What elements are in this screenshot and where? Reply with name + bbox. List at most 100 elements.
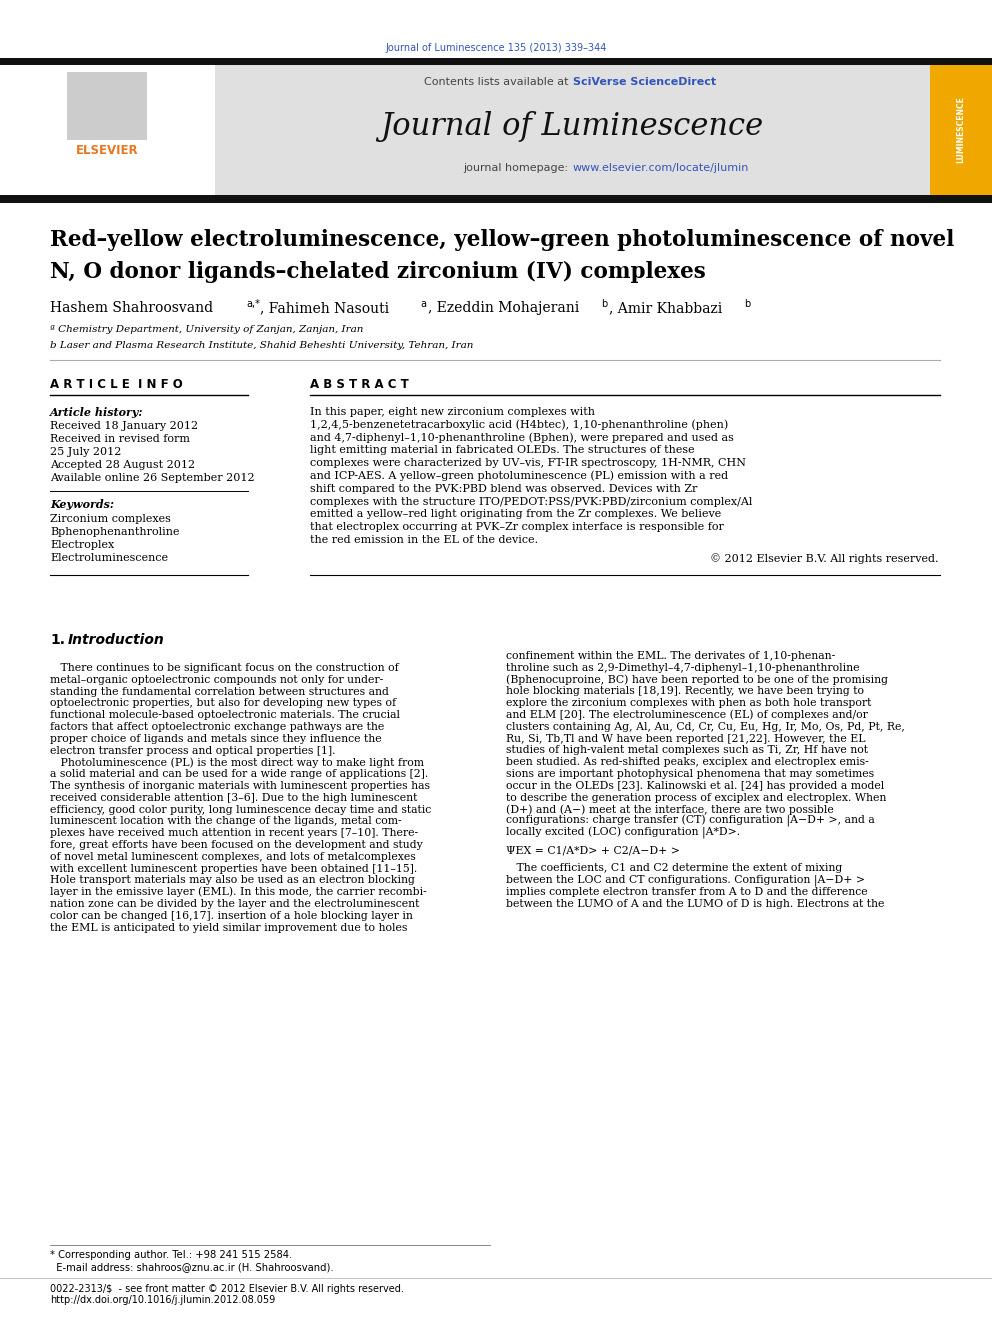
Text: SciVerse ScienceDirect: SciVerse ScienceDirect: [573, 77, 716, 87]
Text: a: a: [420, 299, 426, 310]
Text: plexes have received much attention in recent years [7–10]. There-: plexes have received much attention in r…: [50, 828, 418, 839]
Text: fore, great efforts have been focused on the development and study: fore, great efforts have been focused on…: [50, 840, 423, 849]
Text: Journal of Luminescence: Journal of Luminescence: [381, 111, 764, 143]
Text: Introduction: Introduction: [68, 632, 165, 647]
Text: ª Chemistry Department, University of Zanjan, Zanjan, Iran: ª Chemistry Department, University of Za…: [50, 325, 363, 335]
Text: www.elsevier.com/locate/jlumin: www.elsevier.com/locate/jlumin: [573, 163, 749, 173]
Text: that electroplex occurring at PVK–Zr complex interface is responsible for: that electroplex occurring at PVK–Zr com…: [310, 523, 724, 532]
Bar: [0, 65, 215, 194]
Text: to describe the generation process of exciplex and electroplex. When: to describe the generation process of ex…: [506, 792, 887, 803]
Text: 1.: 1.: [50, 632, 65, 647]
Text: , Ezeddin Mohajerani: , Ezeddin Mohajerani: [428, 302, 579, 315]
Text: occur in the OLEDs [23]. Kalinowski et al. [24] has provided a model: occur in the OLEDs [23]. Kalinowski et a…: [506, 781, 884, 791]
Text: color can be changed [16,17]. insertion of a hole blocking layer in: color can be changed [16,17]. insertion …: [50, 910, 413, 921]
Text: A R T I C L E  I N F O: A R T I C L E I N F O: [50, 378, 183, 392]
Text: efficiency, good color purity, long luminescence decay time and static: efficiency, good color purity, long lumi…: [50, 804, 432, 815]
Text: hole blocking materials [18,19]. Recently, we have been trying to: hole blocking materials [18,19]. Recentl…: [506, 687, 864, 696]
Text: Photoluminescence (PL) is the most direct way to make light from: Photoluminescence (PL) is the most direc…: [50, 757, 424, 767]
Text: Zirconium complexes: Zirconium complexes: [50, 515, 171, 524]
Text: studies of high-valent metal complexes such as Ti, Zr, Hf have not: studies of high-valent metal complexes s…: [506, 745, 868, 755]
Text: light emitting material in fabricated OLEDs. The structures of these: light emitting material in fabricated OL…: [310, 446, 694, 455]
Text: Keywords:: Keywords:: [50, 500, 114, 511]
Text: Received in revised form: Received in revised form: [50, 434, 190, 445]
Text: implies complete electron transfer from A to D and the difference: implies complete electron transfer from …: [506, 886, 868, 897]
Text: and ICP-AES. A yellow–green photoluminescence (PL) emission with a red: and ICP-AES. A yellow–green photolumines…: [310, 471, 728, 482]
Text: between the LUMO of A and the LUMO of D is high. Electrons at the: between the LUMO of A and the LUMO of D …: [506, 898, 885, 909]
Text: complexes with the structure ITO/PEDOT:PSS/PVK:PBD/zirconium complex/Al: complexes with the structure ITO/PEDOT:P…: [310, 496, 752, 507]
Text: Red–yellow electroluminescence, yellow–green photoluminescence of novel: Red–yellow electroluminescence, yellow–g…: [50, 229, 954, 251]
Text: proper choice of ligands and metals since they influence the: proper choice of ligands and metals sinc…: [50, 734, 382, 744]
Text: with excellent luminescent properties have been obtained [11–15].: with excellent luminescent properties ha…: [50, 864, 418, 873]
Text: * Corresponding author. Tel.: +98 241 515 2584.: * Corresponding author. Tel.: +98 241 51…: [50, 1250, 293, 1259]
Text: (Bphenocuproine, BC) have been reported to be one of the promising: (Bphenocuproine, BC) have been reported …: [506, 675, 888, 685]
Text: sions are important photophysical phenomena that may sometimes: sions are important photophysical phenom…: [506, 769, 874, 779]
Text: The coefficients, C1 and C2 determine the extent of mixing: The coefficients, C1 and C2 determine th…: [506, 864, 842, 873]
Text: Hole transport materials may also be used as an electron blocking: Hole transport materials may also be use…: [50, 876, 415, 885]
Text: and ELM [20]. The electroluminescence (EL) of complexes and/or: and ELM [20]. The electroluminescence (E…: [506, 709, 868, 720]
Text: emitted a yellow–red light originating from the Zr complexes. We believe: emitted a yellow–red light originating f…: [310, 509, 721, 520]
Text: 25 July 2012: 25 July 2012: [50, 447, 121, 456]
Bar: [930, 65, 992, 194]
Text: explore the zirconium complexes with phen as both hole transport: explore the zirconium complexes with phe…: [506, 699, 871, 708]
Text: ΨEX = C1/A*D> + C2/A−D+ >: ΨEX = C1/A*D> + C2/A−D+ >: [506, 845, 680, 856]
Text: b Laser and Plasma Research Institute, Shahid Beheshti University, Tehran, Iran: b Laser and Plasma Research Institute, S…: [50, 340, 473, 349]
Text: the EML is anticipated to yield similar improvement due to holes: the EML is anticipated to yield similar …: [50, 922, 408, 933]
Text: 1,2,4,5-benzenetetracarboxylic acid (H4btec), 1,10-phenanthroline (phen): 1,2,4,5-benzenetetracarboxylic acid (H4b…: [310, 419, 728, 430]
Text: electron transfer process and optical properties [1].: electron transfer process and optical pr…: [50, 746, 335, 755]
Text: layer in the emissive layer (EML). In this mode, the carrier recombi-: layer in the emissive layer (EML). In th…: [50, 886, 427, 897]
Text: been studied. As red-shifted peaks, exciplex and electroplex emis-: been studied. As red-shifted peaks, exci…: [506, 757, 869, 767]
Text: Electroplex: Electroplex: [50, 540, 114, 550]
Text: Electroluminescence: Electroluminescence: [50, 553, 168, 564]
Bar: [0, 194, 992, 202]
Text: Hashem Shahroosvand: Hashem Shahroosvand: [50, 302, 213, 315]
Text: A B S T R A C T: A B S T R A C T: [310, 378, 409, 392]
Text: optoelectronic properties, but also for developing new types of: optoelectronic properties, but also for …: [50, 699, 396, 708]
Text: There continues to be significant focus on the construction of: There continues to be significant focus …: [50, 663, 399, 673]
Text: a,*: a,*: [246, 299, 260, 310]
Text: In this paper, eight new zirconium complexes with: In this paper, eight new zirconium compl…: [310, 407, 595, 417]
Text: confinement within the EML. The derivates of 1,10-phenan-: confinement within the EML. The derivate…: [506, 651, 835, 662]
Text: , Amir Khabbazi: , Amir Khabbazi: [609, 302, 722, 315]
Text: configurations: charge transfer (CT) configuration |A−D+ >, and a: configurations: charge transfer (CT) con…: [506, 815, 875, 827]
Text: the red emission in the EL of the device.: the red emission in the EL of the device…: [310, 534, 538, 545]
Text: Article history:: Article history:: [50, 406, 144, 418]
Text: Received 18 January 2012: Received 18 January 2012: [50, 421, 198, 431]
Text: ELSEVIER: ELSEVIER: [75, 143, 138, 156]
Bar: [67, 71, 147, 140]
Text: received considerable attention [3–6]. Due to the high luminescent: received considerable attention [3–6]. D…: [50, 792, 418, 803]
Text: Bphenophenanthroline: Bphenophenanthroline: [50, 527, 180, 537]
Text: standing the fundamental correlation between structures and: standing the fundamental correlation bet…: [50, 687, 389, 697]
Text: Contents lists available at: Contents lists available at: [424, 77, 572, 87]
Text: functional molecule-based optoelectronic materials. The crucial: functional molecule-based optoelectronic…: [50, 710, 400, 720]
Text: metal–organic optoelectronic compounds not only for under-: metal–organic optoelectronic compounds n…: [50, 675, 383, 685]
Text: , Fahimeh Nasouti: , Fahimeh Nasouti: [260, 302, 389, 315]
Text: luminescent location with the change of the ligands, metal com-: luminescent location with the change of …: [50, 816, 402, 827]
Text: © 2012 Elsevier B.V. All rights reserved.: © 2012 Elsevier B.V. All rights reserved…: [709, 553, 938, 564]
Text: LUMINESCENCE: LUMINESCENCE: [956, 97, 965, 164]
Text: complexes were characterized by UV–vis, FT-IR spectroscopy, 1H-NMR, CHN: complexes were characterized by UV–vis, …: [310, 458, 746, 468]
Text: Journal of Luminescence 135 (2013) 339–344: Journal of Luminescence 135 (2013) 339–3…: [385, 44, 607, 53]
Text: between the LOC and CT configurations. Configuration |A−D+ >: between the LOC and CT configurations. C…: [506, 875, 865, 886]
Text: The synthesis of inorganic materials with luminescent properties has: The synthesis of inorganic materials wit…: [50, 781, 430, 791]
Text: 0022-2313/$  - see front matter © 2012 Elsevier B.V. All rights reserved.: 0022-2313/$ - see front matter © 2012 El…: [50, 1285, 404, 1294]
Text: journal homepage:: journal homepage:: [463, 163, 572, 173]
Text: throline such as 2,9-Dimethyl–4,7-diphenyl–1,10-phenanthroline: throline such as 2,9-Dimethyl–4,7-diphen…: [506, 663, 859, 673]
Bar: [215, 65, 930, 194]
Text: a solid material and can be used for a wide range of applications [2].: a solid material and can be used for a w…: [50, 769, 429, 779]
Text: N, O donor ligands–chelated zirconium (IV) complexes: N, O donor ligands–chelated zirconium (I…: [50, 261, 705, 283]
Text: clusters containing Ag, Al, Au, Cd, Cr, Cu, Eu, Hg, Ir, Mo, Os, Pd, Pt, Re,: clusters containing Ag, Al, Au, Cd, Cr, …: [506, 722, 905, 732]
Text: ~logo~: ~logo~: [91, 102, 123, 111]
Text: and 4,7-diphenyl–1,10-phenanthroline (Bphen), were prepared and used as: and 4,7-diphenyl–1,10-phenanthroline (Bp…: [310, 433, 734, 443]
Text: E-mail address: shahroos@znu.ac.ir (H. Shahroosvand).: E-mail address: shahroos@znu.ac.ir (H. S…: [50, 1262, 333, 1271]
Text: b: b: [744, 299, 750, 310]
Text: of novel metal luminescent complexes, and lots of metalcomplexes: of novel metal luminescent complexes, an…: [50, 852, 416, 861]
Text: shift compared to the PVK:PBD blend was observed. Devices with Zr: shift compared to the PVK:PBD blend was …: [310, 484, 697, 493]
Text: Ru, Si, Tb,Tl and W have been reported [21,22]. However, the EL: Ru, Si, Tb,Tl and W have been reported […: [506, 733, 865, 744]
Text: http://dx.doi.org/10.1016/j.jlumin.2012.08.059: http://dx.doi.org/10.1016/j.jlumin.2012.…: [50, 1295, 275, 1304]
Text: b: b: [601, 299, 607, 310]
Text: Accepted 28 August 2012: Accepted 28 August 2012: [50, 460, 195, 470]
Text: Available online 26 September 2012: Available online 26 September 2012: [50, 474, 255, 483]
Bar: [0, 58, 992, 65]
Text: locally excited (LOC) configuration |A*D>.: locally excited (LOC) configuration |A*D…: [506, 827, 740, 839]
Text: nation zone can be divided by the layer and the electroluminescent: nation zone can be divided by the layer …: [50, 900, 420, 909]
